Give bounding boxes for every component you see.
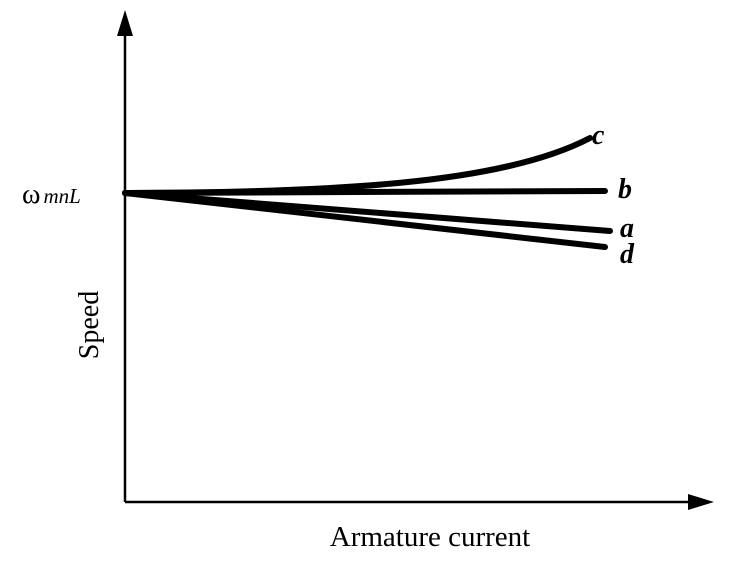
curve-label: b bbox=[618, 174, 632, 205]
x-axis-arrow bbox=[688, 494, 714, 510]
y-marker-subscript: mnL bbox=[43, 184, 80, 208]
curve-d bbox=[122, 190, 608, 250]
y-axis-label: Speed bbox=[74, 291, 105, 359]
y-axis-arrow bbox=[117, 10, 133, 36]
curve-c bbox=[122, 135, 593, 196]
curve-label: c bbox=[592, 120, 605, 151]
curve-b bbox=[122, 188, 608, 196]
y-marker-symbol: ω bbox=[22, 179, 40, 210]
x-axis-label: Armature current bbox=[330, 521, 530, 553]
curve-label: a bbox=[620, 213, 634, 244]
curve-label: d bbox=[620, 239, 635, 270]
y-marker: ω mnL bbox=[22, 179, 81, 210]
